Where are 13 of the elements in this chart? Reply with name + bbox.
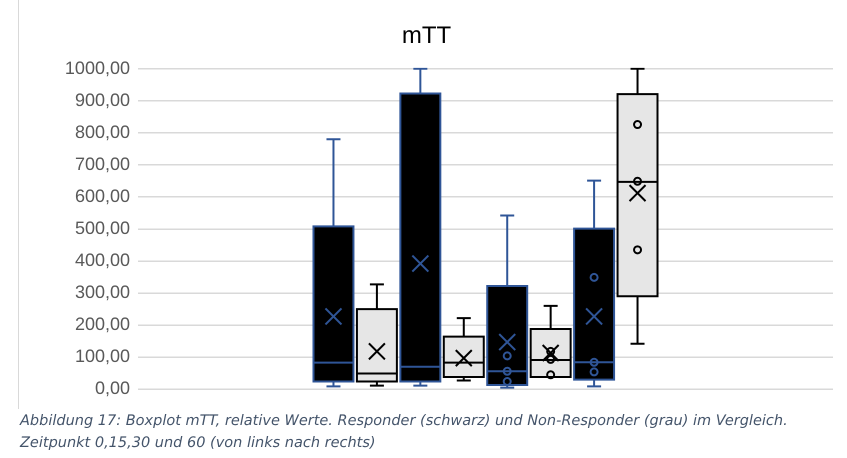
y-tick-label: 200,00 [74,314,130,334]
text: Abbildung 17: Boxplot mTT, relative Werte. Responder (schwarz) und Non-Responder (grau) im Vergleich. Zeitpunkt 0,15,30 und 60 (von links nach rechts) [20,412,789,453]
y-tick-label: 600,00 [74,186,130,206]
y-tick-label: 400,00 [74,250,130,270]
chart-title: mTT [402,22,452,50]
y-tick-label: 900,00 [74,90,130,110]
y-tick-label: 300,00 [74,282,130,302]
y-tick-label: 1000,00 [64,58,130,78]
y-tick-label: 100,00 [74,346,130,366]
y-tick-label: 700,00 [74,154,130,174]
y-tick-label: 500,00 [74,218,130,238]
y-tick-label: 0,00 [94,378,130,398]
y-tick-label: 800,00 [74,122,130,142]
